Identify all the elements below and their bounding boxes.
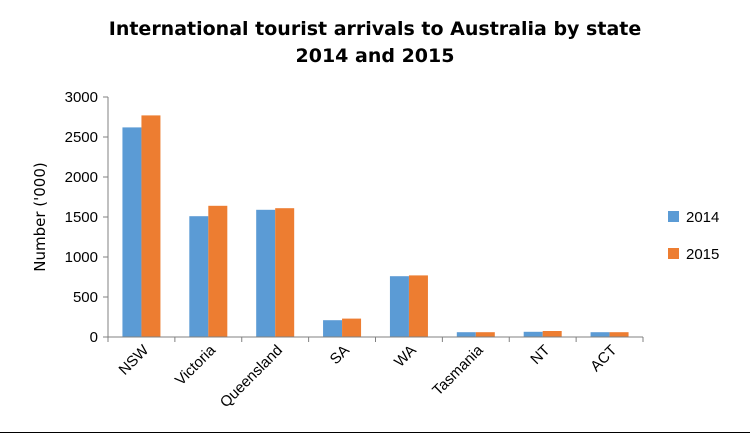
bars-group: [122, 115, 629, 338]
y-tick-label: 2000: [65, 169, 98, 186]
x-tick-label-victoria: Victoria: [172, 341, 220, 389]
legend-label-2015: 2015: [686, 246, 719, 263]
legend: 2014 2015: [668, 209, 719, 263]
x-tick-label-wa: WA: [391, 342, 420, 371]
x-tick-label-nsw: NSW: [115, 341, 152, 378]
bar-2015-nsw: [141, 115, 161, 338]
legend-swatch-2015: [668, 248, 679, 259]
x-tick-label-sa: SA: [327, 342, 353, 368]
bar-2014-nt: [523, 331, 543, 337]
bar-2015-victoria: [208, 205, 228, 337]
legend-swatch-2014: [668, 211, 679, 222]
bar-2015-sa: [342, 318, 362, 337]
bar-2014-nsw: [122, 127, 142, 338]
bar-2014-queensland: [256, 209, 276, 337]
bar-2015-queensland: [275, 208, 295, 337]
bar-2014-victoria: [189, 216, 209, 337]
y-tick-label: 2500: [65, 129, 98, 146]
bar-2014-wa: [389, 276, 409, 337]
x-tick-label-nt: NT: [527, 342, 553, 368]
x-tick-label-tasmania: Tasmania: [429, 341, 487, 399]
y-tick-label: 0: [90, 329, 98, 346]
bar-2014-sa: [323, 320, 343, 337]
chart-title-line-1: International tourist arrivals to Austra…: [108, 18, 642, 40]
chart-title-line-2: 2014 and 2015: [295, 45, 455, 67]
y-tick-label: 500: [73, 289, 98, 306]
x-tick-label-queensland: Queensland: [217, 342, 286, 411]
bar-2015-wa: [408, 275, 428, 337]
y-tick-label: 3000: [65, 89, 98, 106]
bar-2014-act: [590, 332, 610, 337]
y-tick-label: 1500: [65, 209, 98, 226]
bar-2015-tasmania: [475, 332, 495, 337]
bar-2015-nt: [542, 331, 562, 337]
y-axis-title: Number ('000): [31, 162, 49, 271]
bar-2014-tasmania: [456, 332, 476, 337]
x-tick-label-act: ACT: [587, 342, 620, 375]
legend-label-2014: 2014: [686, 209, 719, 226]
y-tick-label: 1000: [65, 249, 98, 266]
bar-2015-act: [609, 332, 629, 337]
chart-title: International tourist arrivals to Austra…: [0, 16, 750, 70]
